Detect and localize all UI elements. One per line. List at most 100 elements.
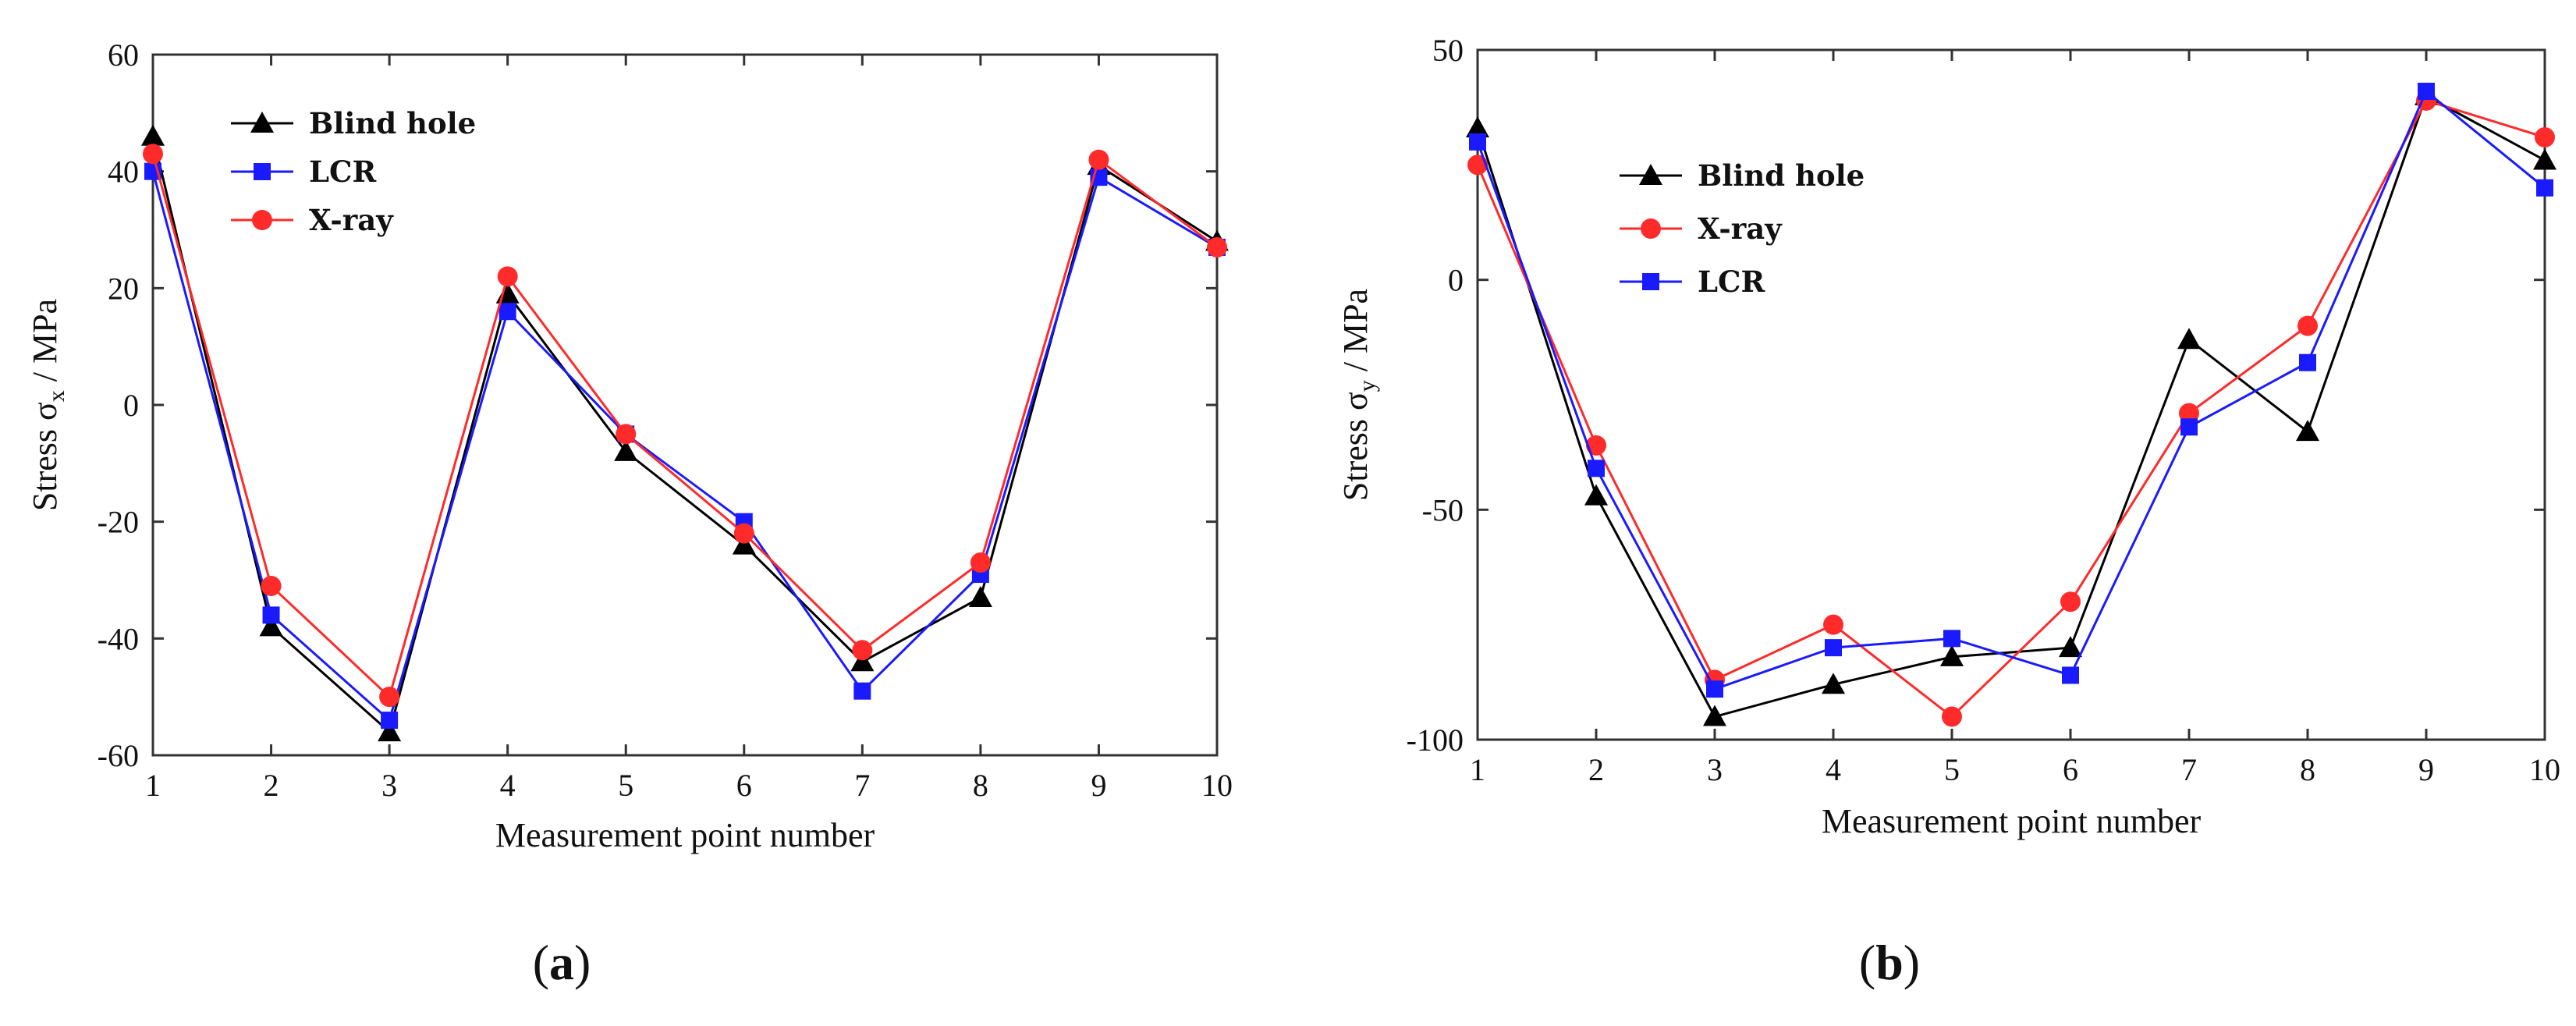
data-point <box>1088 149 1109 170</box>
panel-label-paren-close: ) <box>574 935 591 990</box>
data-point <box>1825 639 1842 657</box>
data-point <box>1586 435 1606 456</box>
y-axis-label-unit: / MPa <box>1336 289 1375 380</box>
data-point <box>262 606 280 624</box>
data-point <box>2536 179 2553 197</box>
x-tick-label: 2 <box>264 768 279 803</box>
data-point <box>379 687 400 708</box>
y-axis-label-main: Stress σ <box>1336 392 1375 501</box>
data-point <box>1940 644 1964 666</box>
x-tick-label: 1 <box>145 768 161 803</box>
x-axis-label: Measurement point number <box>495 816 875 854</box>
x-tick-label: 4 <box>1826 752 1841 787</box>
data-point <box>1942 706 1962 727</box>
data-point <box>1822 673 1845 694</box>
legend-marker <box>1639 164 1662 185</box>
data-point <box>970 552 991 573</box>
x-tick-label: 8 <box>973 768 988 803</box>
x-tick-label: 9 <box>1091 768 1106 803</box>
x-tick-label: 1 <box>1470 752 1485 787</box>
data-point <box>852 640 873 661</box>
y-axis-label-main: Stress σ <box>26 402 64 511</box>
x-tick-label: 10 <box>1201 768 1233 803</box>
data-point <box>2177 328 2201 350</box>
x-tick-label: 8 <box>2300 752 2315 787</box>
panel-label: (a) <box>533 935 591 990</box>
data-point <box>381 712 399 730</box>
data-point <box>733 523 754 544</box>
x-tick-label: 2 <box>1588 752 1604 787</box>
panel-a-chart: -60 -40 -20 0 20 40 60 1 2 3 4 5 6 7 8 9 10 Measurement p… <box>26 37 1233 990</box>
data-point <box>1467 154 1488 176</box>
y-tick-label: 50 <box>1432 33 1464 68</box>
series-line-0 <box>1476 94 2546 719</box>
plot-frame <box>1476 48 2546 741</box>
data-point <box>499 303 516 321</box>
y-tick-label: -60 <box>98 738 139 773</box>
series-line-2 <box>151 153 1218 699</box>
y-tick-label: -100 <box>1407 722 1464 758</box>
legend-label: Blind hole <box>309 106 476 140</box>
y-tick-label: 60 <box>108 37 139 73</box>
data-point <box>1706 680 1723 698</box>
y-tick-label: 0 <box>123 388 139 423</box>
panel-label-paren-open: ( <box>1859 935 1875 990</box>
series-line-1 <box>151 171 1218 722</box>
x-tick-label: 10 <box>2529 752 2560 787</box>
data-point <box>1207 236 1227 257</box>
data-point <box>261 575 282 596</box>
data-point <box>850 650 875 672</box>
data-point <box>2297 315 2318 336</box>
legend-label: Blind hole <box>1698 158 1865 193</box>
data-point <box>2533 148 2556 170</box>
data-point <box>141 124 165 146</box>
data-point <box>1588 460 1605 477</box>
legend-marker <box>1642 273 1659 290</box>
y-tick-label: -20 <box>98 505 139 540</box>
data-point <box>143 144 163 165</box>
data-point <box>1584 484 1608 506</box>
data-point <box>2059 636 2082 658</box>
legend-marker <box>250 112 274 133</box>
y-axis-label-unit: / MPa <box>26 299 64 390</box>
panel-label-paren-open: ( <box>533 935 549 990</box>
data-point <box>1823 614 1843 635</box>
y-axis-label: Stress σy / MPa <box>1336 289 1380 501</box>
x-tick-label: 3 <box>1707 752 1723 787</box>
y-tick-label: 0 <box>1448 263 1464 298</box>
data-point <box>853 682 871 700</box>
legend-label: X-ray <box>1698 211 1783 246</box>
legend-marker <box>1641 218 1661 239</box>
data-point <box>614 439 638 461</box>
y-tick-label: -40 <box>98 621 139 656</box>
data-point <box>259 615 283 637</box>
data-point <box>2180 418 2198 436</box>
y-axis-label-subscript: y <box>1354 380 1380 392</box>
data-point <box>2296 420 2319 442</box>
x-tick-label: 5 <box>618 768 633 803</box>
series-line-2 <box>1476 89 2546 691</box>
legend-label: LCR <box>309 154 376 189</box>
legend-label: LCR <box>1698 264 1765 299</box>
data-point <box>2179 403 2199 424</box>
x-tick-label: 9 <box>2418 752 2434 787</box>
y-axis-label-subscript: x <box>44 390 69 402</box>
panel-label: (b) <box>1859 935 1920 990</box>
series-line-0 <box>151 136 1218 734</box>
panel-label-paren-close: ) <box>1904 935 1920 990</box>
data-point <box>497 266 518 287</box>
legend-label: X-ray <box>309 203 394 237</box>
data-point <box>2060 591 2081 612</box>
data-point <box>1469 133 1486 151</box>
x-axis-label: Measurement point number <box>1822 802 2202 840</box>
data-point <box>732 533 756 555</box>
panel-b-chart: -100 -50 0 50 1 2 3 4 5 6 7 8 9 10 Measurement point n… <box>1336 33 2560 990</box>
x-tick-label: 4 <box>500 768 516 803</box>
data-point <box>968 585 992 607</box>
panel-label-letter: b <box>1875 935 1904 990</box>
y-tick-label: 40 <box>108 154 139 190</box>
y-tick-label: -50 <box>1422 492 1464 527</box>
x-tick-label: 7 <box>854 768 870 803</box>
x-tick-label: 5 <box>1944 752 1960 787</box>
